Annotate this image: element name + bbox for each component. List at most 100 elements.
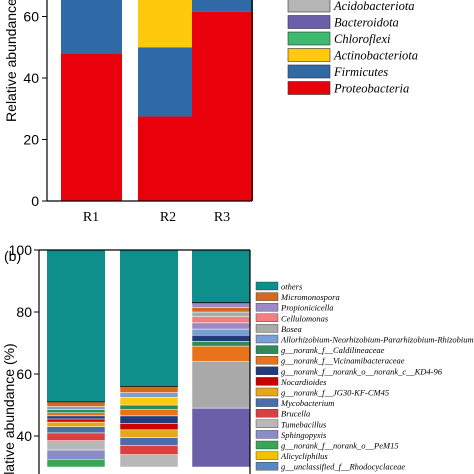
bar-b-1-segment xyxy=(46,426,106,434)
y-ticks-b: 40 60 80 100 xyxy=(9,242,39,444)
legend-b: othersMicromonosporaPropionicicellaCellu… xyxy=(255,281,474,472)
panel-a: Relative abundance (%) 0 20 40 60 R1 R2 R3 Ac… xyxy=(3,0,418,225)
bar-a-R1-firmicutes xyxy=(61,0,122,54)
legend-b-swatch xyxy=(255,313,279,322)
bar-b-3-segment xyxy=(191,328,251,336)
legend-b-label: Brucella xyxy=(281,409,310,419)
y-tick-label-a: 20 xyxy=(23,132,39,148)
y-ticks-a: 0 20 40 60 xyxy=(23,9,47,209)
legend-b-swatch xyxy=(255,409,279,418)
bar-b-3-segment xyxy=(191,316,251,324)
bars-b xyxy=(46,250,251,468)
legend-a-label-actinobacteriota: Actinobacteriota xyxy=(333,49,418,63)
axes-a xyxy=(46,0,253,202)
y-tick-label-a: 60 xyxy=(23,9,39,25)
legend-b-swatch xyxy=(255,303,279,312)
panel-b: (b) Relative abundance (%) 40 60 80 100 oth… xyxy=(1,242,474,474)
legend-a-label-proteobacteria: Proteobacteria xyxy=(333,82,409,96)
legend-b-label: Allorhizobium-Neorhizobium-Pararhizobium… xyxy=(280,335,474,345)
y-tick-label-b: 40 xyxy=(16,428,32,444)
bar-b-3-segment xyxy=(191,361,251,409)
legend-b-swatch xyxy=(255,292,279,301)
legend-a-label-chloroflexi: Chloroflexi xyxy=(334,32,391,46)
legend-b-swatch xyxy=(255,387,279,397)
bar-a-R1-proteobacteria xyxy=(61,53,122,202)
bar-b-2-segment xyxy=(119,392,179,398)
legend-b-label: g__unclassified_f__Rhodocyclaceae xyxy=(281,462,405,472)
legend-b-label: others xyxy=(281,282,303,292)
legend-b-label: g__norank_f__norank_o__PeM15 xyxy=(281,441,399,451)
legend-b-label: Mycobacterium xyxy=(280,398,334,408)
y-tick-label-b: 100 xyxy=(9,242,33,258)
legend-b-label: g__norank_f__norank_o__norank_c__KD4-96 xyxy=(281,366,443,376)
bar-b-3-segment xyxy=(191,407,251,468)
legend-b-label: Micromonospora xyxy=(280,292,340,302)
legend-b-swatch xyxy=(255,345,279,354)
bar-b-2-segment xyxy=(119,415,179,424)
y-axis-label-a: Relative abundance (%) xyxy=(3,0,19,122)
bar-b-3-others xyxy=(192,250,250,303)
bar-b-2-segment xyxy=(119,423,179,431)
legend-b-swatch xyxy=(255,366,279,375)
legend-a: Acidobacteriota Bacteroidota Chloroflexi Ac… xyxy=(287,0,418,96)
bar-b-3-segment xyxy=(191,307,251,313)
bar-b-2-segment xyxy=(119,445,179,455)
legend-a-swatch-acidobacteriota xyxy=(287,0,331,13)
y-tick-label-a: 0 xyxy=(31,193,39,209)
legend-b-label: Nocardioides xyxy=(280,377,327,387)
legend-b-swatch xyxy=(255,356,279,365)
y-tick-label-b: 60 xyxy=(16,366,32,382)
legend-b-label: g__norank_f__Vicinamibacteraceae xyxy=(281,356,405,366)
legend-b-label: Propionicicella xyxy=(280,303,334,313)
legend-a-swatch-proteobacteria xyxy=(287,81,331,95)
category-label-a-R3: R3 xyxy=(214,210,230,225)
bar-b-3-segment xyxy=(191,341,251,347)
bar-b-1-segment xyxy=(46,406,106,410)
bar-b-1-segment xyxy=(46,415,106,420)
bar-a-R2-actinobacteriota xyxy=(138,0,199,48)
bar-b-2-segment xyxy=(119,454,179,468)
bar-b-2-others xyxy=(120,250,178,387)
legend-b-swatch xyxy=(255,451,279,460)
legend-b-swatch xyxy=(255,430,279,439)
legend-b-swatch xyxy=(255,440,279,450)
legend-b-swatch xyxy=(255,398,279,407)
bar-b-1-segment xyxy=(46,449,106,460)
bar-b-1-segment xyxy=(46,459,106,468)
bar-b-2-segment xyxy=(119,429,179,438)
bar-b-2-segment xyxy=(119,386,179,393)
bar-b-2-segment xyxy=(119,409,179,417)
y-axis-label-b: Relative abundance (%) xyxy=(1,343,17,474)
bars-a xyxy=(61,0,253,202)
legend-b-label: Bosea xyxy=(281,324,302,334)
bar-a-R2-firmicutes xyxy=(138,47,199,117)
legend-b-swatch xyxy=(255,377,279,386)
bar-b-1-segment xyxy=(46,412,106,417)
panel-label-b: (b) xyxy=(4,248,21,264)
category-labels-a: R1 R2 R3 xyxy=(83,210,230,225)
legend-a-swatch-firmicutes xyxy=(287,64,331,79)
bar-b-1-segment xyxy=(46,421,106,427)
axes-b xyxy=(38,249,251,474)
bar-b-3-segment xyxy=(191,322,251,330)
legend-b-label: g__norank_f__Caldilineaceae xyxy=(281,345,385,355)
bar-b-3-segment xyxy=(191,302,251,308)
bar-a-R3-firmicutes xyxy=(192,0,253,12)
legend-b-label: Tumebacillus xyxy=(281,419,327,429)
bar-b-1-segment xyxy=(46,409,106,413)
legend-a-swatch-actinobacteriota xyxy=(287,48,331,62)
legend-a-label-firmicutes: Firmicutes xyxy=(333,65,388,79)
bar-b-2-segment xyxy=(119,404,179,410)
bar-b-3-segment xyxy=(191,345,251,362)
category-label-a-R1: R1 xyxy=(83,210,99,225)
legend-b-swatch xyxy=(255,281,279,291)
bar-b-1-segment xyxy=(46,418,106,423)
bar-b-1-segment xyxy=(46,432,106,441)
legend-a-label-acidobacteriota: Acidobacteriota xyxy=(333,0,415,13)
legend-b-swatch xyxy=(255,334,279,344)
y-tick-label-a: 40 xyxy=(23,70,39,86)
bar-b-3-segment xyxy=(191,335,251,342)
bar-b-1-others xyxy=(47,250,105,402)
legend-a-swatch-chloroflexi xyxy=(287,31,331,46)
bar-b-3-segment xyxy=(191,311,251,317)
